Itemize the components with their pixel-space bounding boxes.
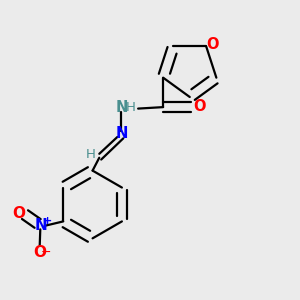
Text: O: O (12, 206, 25, 221)
Text: −: − (41, 246, 51, 259)
Text: O: O (33, 245, 46, 260)
Text: O: O (193, 99, 206, 114)
Text: H: H (86, 148, 96, 161)
Text: +: + (42, 215, 52, 226)
Text: H: H (126, 101, 136, 114)
Text: O: O (206, 37, 219, 52)
Text: N: N (35, 218, 48, 233)
Text: N: N (115, 126, 128, 141)
Text: N: N (115, 100, 128, 115)
